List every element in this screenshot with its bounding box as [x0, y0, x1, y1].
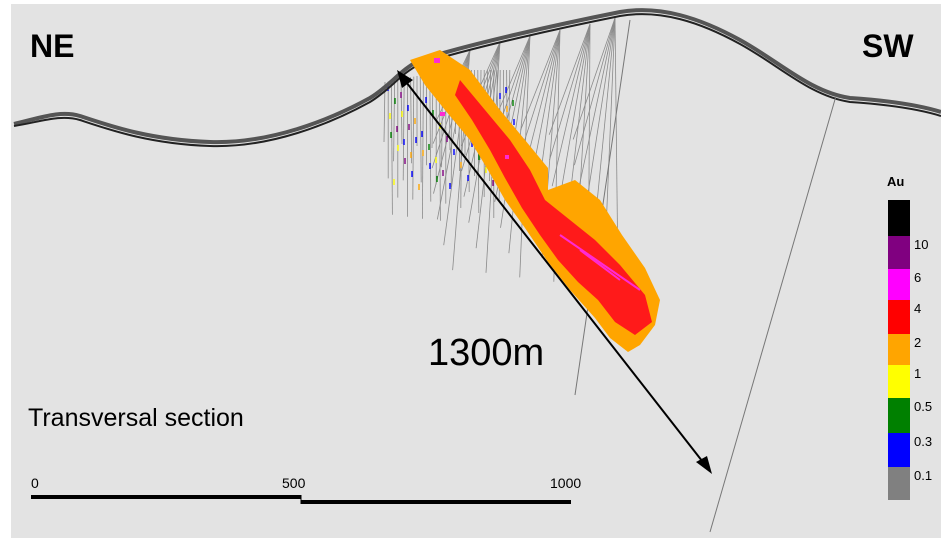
direction-label-left: NE [30, 28, 75, 64]
drillhole [410, 77, 412, 164]
legend-bin [888, 200, 910, 236]
section-label: Transversal section [28, 404, 244, 432]
legend-title: Au [887, 174, 905, 189]
drillhole [519, 29, 561, 156]
drillhole [412, 76, 415, 200]
legend-bin-label: 2 [914, 335, 922, 350]
ore-grade-4-6 [440, 112, 445, 116]
drillhole [391, 80, 393, 215]
scale-tick-1000: 1000 [550, 475, 582, 491]
legend-bin [888, 398, 910, 433]
legend-bin-label: 4 [914, 301, 922, 316]
ore-grade-4-6 [579, 249, 621, 281]
drillhole [548, 23, 591, 135]
ore-grade-4-6 [434, 58, 440, 63]
legend-bin [888, 300, 910, 334]
ore-grade-2-4 [455, 80, 652, 335]
scale-tick-0: 0 [31, 475, 39, 491]
ore-grade-4-6 [505, 155, 509, 159]
distance-arrow [397, 70, 712, 474]
legend-bin [888, 334, 910, 365]
drillhole [551, 23, 591, 187]
distance-label: 1300m [428, 332, 545, 374]
legend-bin-label: 0.5 [914, 399, 933, 414]
ore-grade-4-6 [559, 234, 641, 291]
drillhole [422, 74, 424, 219]
drillhole [402, 78, 405, 181]
legend-bin [888, 365, 910, 398]
legend-bin-label: 0.1 [914, 468, 933, 483]
drillhole [572, 17, 616, 140]
legend-bin [888, 467, 910, 500]
scale-tick-500: 500 [282, 475, 306, 491]
deep-drillhole [709, 95, 837, 533]
drillhole [577, 17, 616, 192]
drillhole [520, 29, 561, 131]
scale-bar-segment-1 [31, 495, 301, 499]
legend-bin-label: 1 [914, 366, 922, 381]
legend-bin [888, 433, 910, 467]
drillhole [557, 23, 591, 213]
drillhole [549, 23, 591, 161]
scale-bar-segment-2 [301, 500, 571, 504]
scale-bar [31, 495, 571, 504]
legend-bin-label: 0.3 [914, 434, 933, 449]
drillhole [393, 80, 395, 162]
legend-bin [888, 236, 910, 269]
drillhole [429, 73, 432, 202]
legend-bin-label: 6 [914, 270, 922, 285]
drillhole [419, 75, 422, 183]
direction-label-right: SW [862, 28, 914, 64]
orebody [410, 50, 660, 352]
drillhole [583, 17, 616, 218]
legend-bin-label: 10 [914, 237, 929, 252]
legend-bin [888, 269, 910, 300]
legend-colorbar [888, 200, 910, 500]
drillhole [574, 17, 616, 166]
